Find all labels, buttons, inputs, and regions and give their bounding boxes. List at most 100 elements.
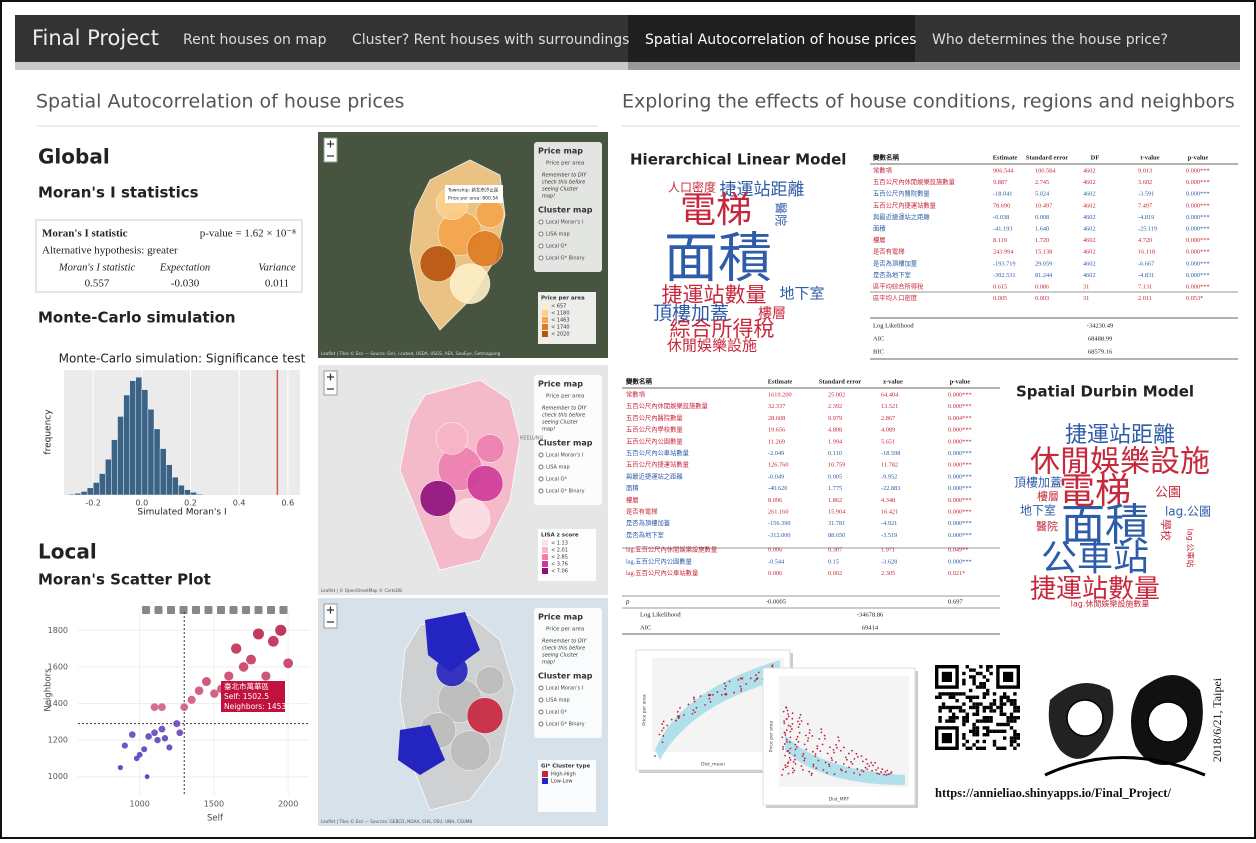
dot (784, 766, 787, 769)
label: < 1740 (551, 325, 570, 331)
label: 五百公尺內公車站數量 (626, 448, 690, 457)
qr-module (989, 729, 993, 733)
label: Remember to DIY (542, 639, 587, 645)
bar (178, 484, 185, 496)
radio[interactable] (538, 721, 544, 727)
label: 4602 (1083, 202, 1096, 209)
radio[interactable] (538, 255, 544, 261)
qr-module (945, 705, 949, 710)
brand[interactable]: Final Project (32, 26, 159, 50)
label: -2.049 (768, 450, 784, 457)
qr-module (955, 716, 959, 720)
label: 0.000*** (948, 558, 972, 565)
map-region (475, 199, 505, 228)
point (145, 733, 152, 740)
radio[interactable] (538, 231, 544, 237)
x-axis-label: Self (207, 814, 224, 824)
point (128, 731, 136, 738)
dot (887, 773, 890, 776)
y-axis-label: Price per area (642, 694, 648, 726)
qr-module (999, 699, 1003, 703)
qr-module (972, 733, 976, 737)
label: Price per area (546, 394, 584, 400)
label: 0.000*** (948, 520, 972, 527)
dot (675, 719, 677, 722)
y-axis-label: Price per area (769, 721, 775, 753)
label: Local Moran's I (546, 453, 583, 459)
scale-swatch (542, 303, 548, 309)
qr-module (962, 682, 966, 686)
radio[interactable] (538, 219, 544, 225)
dot (876, 772, 878, 775)
nav-item[interactable]: Spatial Autocorrelation of house prices (645, 32, 916, 48)
label: 五百公尺內捷運站數量 (626, 460, 690, 469)
label: 4602 (1083, 237, 1096, 244)
attribution: Leaflet | Tiles © Esri — Sources: GEBCO,… (321, 819, 472, 824)
bar (99, 473, 106, 496)
dot (880, 771, 883, 773)
radio[interactable] (538, 243, 544, 249)
qr-module (938, 695, 942, 699)
dot (831, 759, 834, 762)
dot (661, 729, 663, 732)
label: 2.867 (881, 415, 895, 422)
qr-module (1013, 729, 1017, 733)
radio[interactable] (538, 697, 544, 703)
label: 臺北市萬華區 (224, 681, 269, 691)
qr-module (972, 682, 976, 686)
label: Local G* (546, 710, 567, 716)
qr-module (969, 668, 973, 672)
dot (720, 693, 723, 696)
label: Local G* (546, 244, 567, 250)
dot (798, 731, 801, 734)
word: 公園 (1155, 486, 1181, 501)
bar (129, 380, 136, 496)
radio[interactable] (538, 488, 544, 494)
bar (172, 476, 179, 496)
nav-item[interactable]: Cluster? Rent houses with surroundings (352, 32, 629, 48)
label: 0.000*** (948, 462, 972, 469)
x-tick-label: 2000 (278, 800, 298, 809)
dot (868, 765, 871, 767)
label: 五百公尺內休閒娛樂設施數量 (626, 401, 709, 410)
qr-module (965, 712, 969, 716)
nav-item[interactable]: Who determines the house price? (932, 32, 1168, 48)
label: 0.000*** (1186, 237, 1210, 244)
dot (840, 768, 842, 771)
qr-module (1003, 695, 1007, 699)
dot (661, 741, 664, 744)
dot (851, 763, 854, 765)
qr-module (938, 709, 942, 713)
word: 地下室 (1020, 503, 1056, 518)
point (151, 729, 158, 737)
qr-module (1013, 736, 1017, 740)
bar (141, 389, 149, 496)
dot (866, 762, 869, 765)
dot (787, 761, 790, 764)
label: LISA map (546, 232, 570, 238)
label: < 2020 (551, 332, 570, 338)
radio[interactable] (538, 685, 544, 691)
label: 4.089 (881, 427, 895, 434)
radio[interactable] (538, 452, 544, 458)
radio[interactable] (538, 464, 544, 470)
label: 0.000*** (948, 391, 972, 398)
nav-item[interactable]: Rent houses on map (183, 32, 327, 48)
scale-swatch (542, 547, 548, 553)
qr-module (941, 705, 946, 710)
label: 0.000*** (948, 427, 972, 434)
dot (824, 761, 827, 764)
qr-module (986, 678, 990, 682)
label: 0.000*** (1186, 260, 1210, 267)
radio[interactable] (538, 709, 544, 715)
qr-module (982, 675, 986, 679)
qr-module (972, 695, 976, 699)
radio[interactable] (538, 476, 544, 482)
label: -4.921 (881, 520, 897, 527)
label: 1.720 (1035, 237, 1049, 244)
toolbar-icon (179, 606, 188, 614)
label: 4602 (1083, 225, 1096, 232)
toolbar-icon (254, 606, 263, 614)
label: 4602 (1083, 179, 1096, 186)
word: 醫院 (774, 202, 788, 226)
